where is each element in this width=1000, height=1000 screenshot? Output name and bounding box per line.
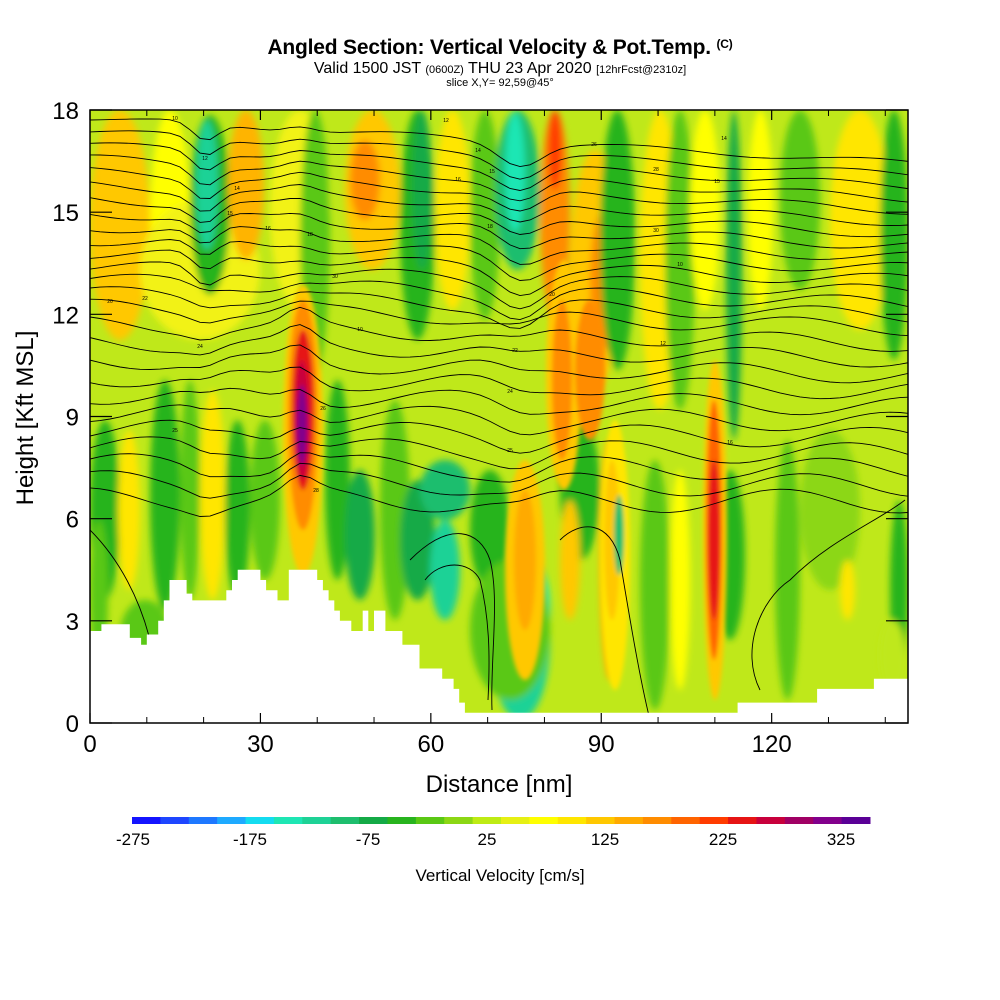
colorbar-tick-label: 225 [709, 830, 737, 849]
contour-label: 25 [172, 428, 178, 434]
contour-label: 18 [487, 224, 493, 230]
x-tick-label: 90 [588, 731, 615, 758]
colorbar-tick-label: -175 [233, 830, 267, 849]
x-tick-label: 30 [247, 731, 274, 758]
y-tick-label: 0 [66, 711, 79, 738]
contour-label: 26 [320, 406, 326, 412]
colorbar-swatch [472, 817, 502, 824]
chart-title: Angled Section: Vertical Velocity & Pot.… [267, 36, 733, 59]
colorbar-swatch [245, 817, 275, 824]
y-axis: 0 3 6 9 12 15 18 [52, 98, 908, 738]
colorbar-swatch [841, 817, 871, 824]
colorbar-swatch [273, 817, 303, 824]
colorbar-swatch [415, 817, 445, 824]
contour-label: 30 [332, 274, 338, 280]
y-tick-label: 18 [52, 98, 79, 125]
colorbar-tick-label: 25 [478, 830, 497, 849]
contour-label: 15 [227, 211, 233, 217]
contour-label: 12 [443, 118, 449, 124]
contour-label: 12 [202, 156, 208, 162]
y-tick-label: 3 [66, 609, 79, 636]
colorbar-swatch [614, 817, 644, 824]
contour-label: 12 [660, 341, 666, 347]
contour-label: 14 [475, 148, 481, 154]
colorbar-swatch [728, 817, 757, 824]
colorbar-swatch [699, 817, 729, 824]
colorbar-swatch [444, 817, 474, 824]
contour-label: 10 [172, 116, 178, 122]
contour-label: 25 [507, 448, 513, 454]
colorbar-swatch [586, 817, 616, 824]
colorbar-swatch [813, 817, 843, 824]
colorbar-tick-label: -275 [116, 830, 150, 849]
contour-label: 28 [653, 167, 659, 173]
terrain-mask [90, 569, 908, 723]
colorbar-swatch [132, 817, 161, 824]
contour-label: 22 [512, 348, 518, 354]
x-axis-label: Distance [nm] [426, 771, 573, 798]
x-tick-label: 120 [752, 731, 792, 758]
x-tick-label: 0 [83, 731, 96, 758]
contour-label: 22 [142, 296, 148, 302]
colorbar-swatch [387, 817, 417, 824]
y-tick-label: 12 [52, 302, 79, 329]
colorbar-tick-label: 125 [591, 830, 619, 849]
chart-subtitle: Valid 1500 JST (0600Z) THU 23 Apr 2020 [… [313, 60, 687, 77]
y-tick-label: 9 [66, 405, 79, 432]
colorbar-swatch [671, 817, 701, 824]
potential-temperature-contours [90, 118, 908, 721]
contour-label: 14 [234, 186, 240, 192]
colorbar-swatch [217, 817, 247, 824]
colorbar-swatch [784, 817, 814, 824]
contour-label: 16 [265, 226, 271, 232]
contour-label: 15 [714, 179, 720, 185]
colorbar-label: Vertical Velocity [cm/s] [415, 866, 584, 885]
colorbar: -275 -175 -75 25 125 225 325 [116, 817, 871, 849]
contour-label: 26 [591, 142, 597, 148]
contour-label: 30 [653, 228, 659, 234]
contour-label: 24 [507, 389, 513, 395]
x-tick-label: 60 [417, 731, 444, 758]
colorbar-tick-label: -75 [356, 830, 381, 849]
x-axis: 0 30 60 90 120 [83, 110, 886, 758]
slice-label: slice X,Y= 92,59@45° [446, 77, 554, 89]
colorbar-swatch [302, 817, 332, 824]
colorbar-swatch [160, 817, 190, 824]
contour-label: 24 [197, 344, 203, 350]
contour-label: 10 [357, 327, 363, 333]
contour-label: 16 [455, 177, 461, 183]
colorbar-swatch [529, 817, 559, 824]
colorbar-tick-label: 325 [827, 830, 855, 849]
colorbar-swatch [188, 817, 218, 824]
colorbar-swatch [359, 817, 388, 824]
colorbar-swatch [501, 817, 530, 824]
colorbar-swatch [756, 817, 786, 824]
contour-label: 15 [489, 169, 495, 175]
contour-label: 16 [727, 440, 733, 446]
contour-labels: 10 12 14 15 16 18 20 22 24 25 26 28 30 10 12 14 15 16 18 20… [107, 116, 733, 494]
vertical-velocity-field [90, 110, 908, 723]
colorbar-swatch [330, 817, 360, 824]
contour-label: 10 [677, 262, 683, 268]
y-tick-label: 15 [52, 200, 79, 227]
contour-label: 14 [721, 136, 727, 142]
y-tick-label: 6 [66, 507, 79, 534]
colorbar-swatch [642, 817, 672, 824]
contour-label: 28 [313, 488, 319, 494]
contour-label: 18 [307, 232, 313, 238]
contour-label: 20 [107, 299, 113, 305]
y-axis-label: Height [Kft MSL] [12, 331, 39, 506]
colorbar-swatch [557, 817, 587, 824]
contour-label: 20 [549, 292, 555, 298]
